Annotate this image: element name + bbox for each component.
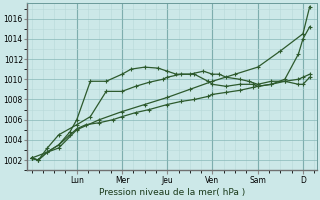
X-axis label: Pression niveau de la mer( hPa ): Pression niveau de la mer( hPa ) bbox=[99, 188, 245, 197]
